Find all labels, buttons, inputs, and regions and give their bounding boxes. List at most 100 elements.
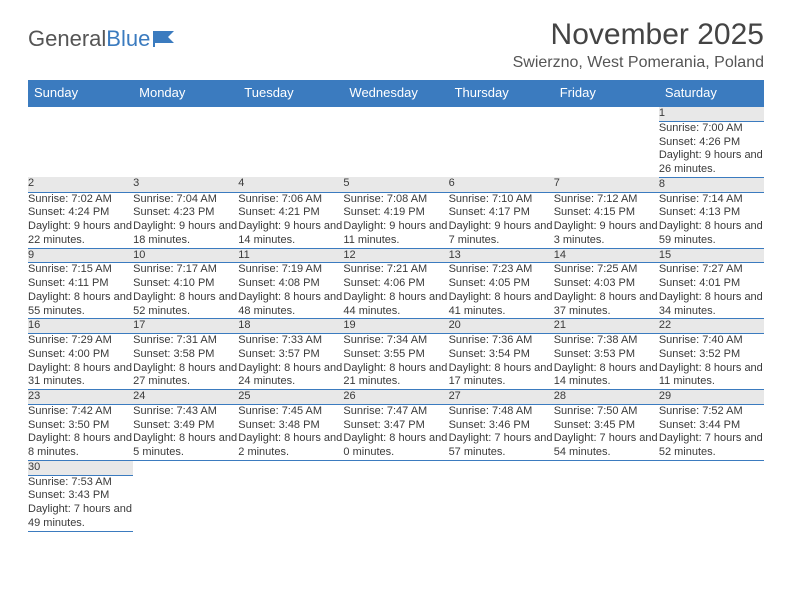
sunrise-text: Sunrise: 7:50 AM	[554, 405, 659, 419]
sunset-text: Sunset: 4:10 PM	[133, 277, 238, 291]
day-number-cell: 7	[554, 177, 659, 192]
daylight-text: Daylight: 9 hours and 18 minutes.	[133, 220, 238, 248]
daylight-text: Daylight: 7 hours and 54 minutes.	[554, 432, 659, 460]
daylight-text: Daylight: 8 hours and 11 minutes.	[659, 362, 764, 390]
day-number-cell: 23	[28, 390, 133, 405]
day-content-cell	[554, 121, 659, 177]
daylight-text: Daylight: 9 hours and 14 minutes.	[238, 220, 343, 248]
sunrise-text: Sunrise: 7:38 AM	[554, 334, 659, 348]
sunset-text: Sunset: 4:13 PM	[659, 206, 764, 220]
day-number-cell: 2	[28, 177, 133, 192]
title-block: November 2025 Swierzno, West Pomerania, …	[513, 18, 764, 72]
daylight-text: Daylight: 8 hours and 55 minutes.	[28, 291, 133, 319]
daynum-row: 30	[28, 460, 764, 475]
daylight-text: Daylight: 8 hours and 14 minutes.	[554, 362, 659, 390]
sunset-text: Sunset: 3:46 PM	[449, 419, 554, 433]
sunrise-text: Sunrise: 7:47 AM	[343, 405, 448, 419]
day-number-cell: 10	[133, 248, 238, 263]
day-number-cell	[343, 460, 448, 475]
daylight-text: Daylight: 8 hours and 31 minutes.	[28, 362, 133, 390]
day-content-cell: Sunrise: 7:43 AMSunset: 3:49 PMDaylight:…	[133, 404, 238, 460]
day-number-cell: 19	[343, 319, 448, 334]
sunrise-text: Sunrise: 7:25 AM	[554, 263, 659, 277]
sunset-text: Sunset: 3:48 PM	[238, 419, 343, 433]
day-content-cell: Sunrise: 7:47 AMSunset: 3:47 PMDaylight:…	[343, 404, 448, 460]
month-title: November 2025	[513, 18, 764, 52]
content-row: Sunrise: 7:29 AMSunset: 4:00 PMDaylight:…	[28, 334, 764, 390]
weekday-header: Friday	[554, 80, 659, 106]
daylight-text: Daylight: 8 hours and 48 minutes.	[238, 291, 343, 319]
sunrise-text: Sunrise: 7:10 AM	[449, 193, 554, 207]
day-content-cell: Sunrise: 7:48 AMSunset: 3:46 PMDaylight:…	[449, 404, 554, 460]
day-content-cell: Sunrise: 7:12 AMSunset: 4:15 PMDaylight:…	[554, 192, 659, 248]
day-number-cell	[659, 460, 764, 475]
daylight-text: Daylight: 8 hours and 44 minutes.	[343, 291, 448, 319]
day-content-cell: Sunrise: 7:45 AMSunset: 3:48 PMDaylight:…	[238, 404, 343, 460]
day-number-cell	[554, 460, 659, 475]
day-content-cell: Sunrise: 7:00 AMSunset: 4:26 PMDaylight:…	[659, 121, 764, 177]
location: Swierzno, West Pomerania, Poland	[513, 54, 764, 72]
sunset-text: Sunset: 4:19 PM	[343, 206, 448, 220]
day-number-cell: 25	[238, 390, 343, 405]
day-content-cell: Sunrise: 7:33 AMSunset: 3:57 PMDaylight:…	[238, 334, 343, 390]
content-row: Sunrise: 7:00 AMSunset: 4:26 PMDaylight:…	[28, 121, 764, 177]
day-content-cell: Sunrise: 7:25 AMSunset: 4:03 PMDaylight:…	[554, 263, 659, 319]
sunrise-text: Sunrise: 7:21 AM	[343, 263, 448, 277]
daylight-text: Daylight: 7 hours and 52 minutes.	[659, 432, 764, 460]
day-number-cell	[554, 106, 659, 121]
calendar-table: Sunday Monday Tuesday Wednesday Thursday…	[28, 80, 764, 532]
sunrise-text: Sunrise: 7:33 AM	[238, 334, 343, 348]
weekday-header-row: Sunday Monday Tuesday Wednesday Thursday…	[28, 80, 764, 106]
daylight-text: Daylight: 9 hours and 22 minutes.	[28, 220, 133, 248]
sunset-text: Sunset: 3:44 PM	[659, 419, 764, 433]
daylight-text: Daylight: 7 hours and 49 minutes.	[28, 503, 133, 531]
sunrise-text: Sunrise: 7:02 AM	[28, 193, 133, 207]
day-content-cell: Sunrise: 7:40 AMSunset: 3:52 PMDaylight:…	[659, 334, 764, 390]
sunset-text: Sunset: 4:05 PM	[449, 277, 554, 291]
day-content-cell	[238, 121, 343, 177]
day-number-cell	[28, 106, 133, 121]
sunset-text: Sunset: 4:01 PM	[659, 277, 764, 291]
day-number-cell	[449, 106, 554, 121]
daylight-text: Daylight: 9 hours and 3 minutes.	[554, 220, 659, 248]
day-content-cell: Sunrise: 7:36 AMSunset: 3:54 PMDaylight:…	[449, 334, 554, 390]
logo-word2: Blue	[106, 26, 150, 52]
day-content-cell	[28, 121, 133, 177]
day-number-cell: 6	[449, 177, 554, 192]
sunset-text: Sunset: 3:49 PM	[133, 419, 238, 433]
sunset-text: Sunset: 3:52 PM	[659, 348, 764, 362]
day-number-cell: 27	[449, 390, 554, 405]
day-number-cell	[133, 106, 238, 121]
sunset-text: Sunset: 4:26 PM	[659, 136, 764, 150]
content-row: Sunrise: 7:02 AMSunset: 4:24 PMDaylight:…	[28, 192, 764, 248]
day-content-cell	[133, 121, 238, 177]
day-number-cell: 20	[449, 319, 554, 334]
sunset-text: Sunset: 3:55 PM	[343, 348, 448, 362]
day-content-cell: Sunrise: 7:27 AMSunset: 4:01 PMDaylight:…	[659, 263, 764, 319]
flag-icon	[152, 29, 178, 49]
day-content-cell: Sunrise: 7:19 AMSunset: 4:08 PMDaylight:…	[238, 263, 343, 319]
day-content-cell: Sunrise: 7:06 AMSunset: 4:21 PMDaylight:…	[238, 192, 343, 248]
day-number-cell: 5	[343, 177, 448, 192]
day-content-cell	[238, 475, 343, 531]
calendar-body: 1Sunrise: 7:00 AMSunset: 4:26 PMDaylight…	[28, 106, 764, 531]
day-number-cell: 30	[28, 460, 133, 475]
day-content-cell: Sunrise: 7:52 AMSunset: 3:44 PMDaylight:…	[659, 404, 764, 460]
day-content-cell	[449, 121, 554, 177]
sunrise-text: Sunrise: 7:06 AM	[238, 193, 343, 207]
content-row: Sunrise: 7:42 AMSunset: 3:50 PMDaylight:…	[28, 404, 764, 460]
sunrise-text: Sunrise: 7:04 AM	[133, 193, 238, 207]
day-number-cell: 22	[659, 319, 764, 334]
weekday-header: Saturday	[659, 80, 764, 106]
day-content-cell	[449, 475, 554, 531]
daylight-text: Daylight: 9 hours and 11 minutes.	[343, 220, 448, 248]
day-number-cell: 29	[659, 390, 764, 405]
sunset-text: Sunset: 4:06 PM	[343, 277, 448, 291]
sunrise-text: Sunrise: 7:12 AM	[554, 193, 659, 207]
sunrise-text: Sunrise: 7:00 AM	[659, 122, 764, 136]
day-content-cell	[133, 475, 238, 531]
daylight-text: Daylight: 8 hours and 2 minutes.	[238, 432, 343, 460]
logo: GeneralBlue	[28, 26, 178, 52]
sunrise-text: Sunrise: 7:45 AM	[238, 405, 343, 419]
day-content-cell: Sunrise: 7:17 AMSunset: 4:10 PMDaylight:…	[133, 263, 238, 319]
